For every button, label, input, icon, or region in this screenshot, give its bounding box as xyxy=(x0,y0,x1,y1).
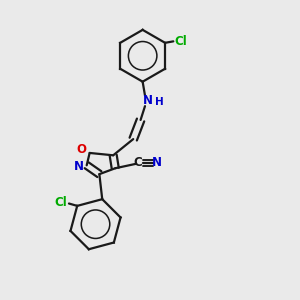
Text: C: C xyxy=(134,157,142,169)
Text: H: H xyxy=(155,97,164,107)
Text: Cl: Cl xyxy=(175,35,187,48)
Text: N: N xyxy=(152,157,161,169)
Text: N: N xyxy=(143,94,153,107)
Text: N: N xyxy=(74,160,83,173)
Text: O: O xyxy=(76,143,86,157)
Text: Cl: Cl xyxy=(54,196,67,209)
